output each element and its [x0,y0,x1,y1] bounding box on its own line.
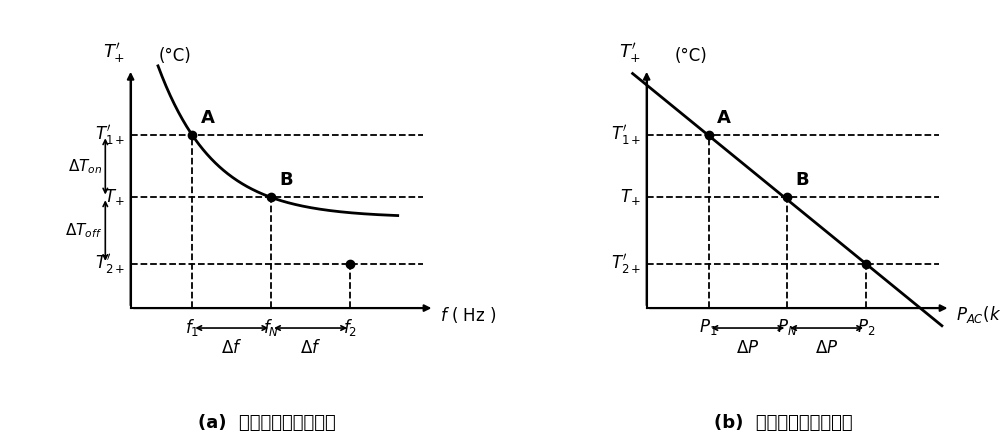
Text: (a)  空调温度的上触发值: (a) 空调温度的上触发值 [198,414,336,433]
Text: $T_{+}'$: $T_{+}'$ [103,41,125,65]
Text: $\Delta T_{on}$: $\Delta T_{on}$ [68,157,102,176]
Text: $\Delta f$: $\Delta f$ [300,339,321,357]
Text: $\Delta P$: $\Delta P$ [815,339,838,357]
Text: B: B [796,170,809,189]
Text: $\Delta T_{off}$: $\Delta T_{off}$ [65,221,102,240]
Text: $P_1$: $P_1$ [699,317,718,337]
Text: $T_{+}$: $T_{+}$ [620,187,641,207]
Text: $T_{+}$: $T_{+}$ [104,187,125,207]
Text: $f_1$: $f_1$ [185,317,200,338]
Text: $P_2$: $P_2$ [857,317,875,337]
Text: $f$ ( Hz ): $f$ ( Hz ) [440,305,496,325]
Text: $T_{+}'$: $T_{+}'$ [619,41,641,65]
Text: $T_{1+}'$: $T_{1+}'$ [611,124,641,148]
Text: $P_{AC}(kW)$: $P_{AC}(kW)$ [956,304,1000,325]
Text: $\Delta P$: $\Delta P$ [736,339,760,357]
Text: (b)  集群空调的功率消耗: (b) 集群空调的功率消耗 [714,414,852,433]
Text: $P_N$: $P_N$ [777,317,797,337]
Text: (°C): (°C) [675,46,708,65]
Text: $T_{2+}'$: $T_{2+}'$ [611,252,641,276]
Text: B: B [280,170,293,189]
Text: $f_N$: $f_N$ [263,317,279,338]
Text: $T_{1+}'$: $T_{1+}'$ [95,124,125,148]
Text: $\Delta f$: $\Delta f$ [221,339,242,357]
Text: (°C): (°C) [159,46,191,65]
Text: $T_{2+}'$: $T_{2+}'$ [95,252,125,276]
Text: $f_2$: $f_2$ [343,317,357,338]
Text: A: A [717,108,731,127]
Text: A: A [201,108,215,127]
